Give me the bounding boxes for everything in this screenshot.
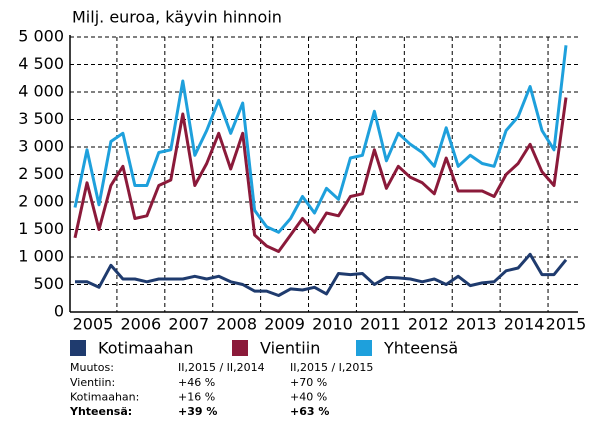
chart-title: Milj. euroa, käyvin hinnoin <box>72 8 282 27</box>
legend-swatch <box>70 340 86 356</box>
x-tick-label: 2007 <box>168 315 209 334</box>
x-tick-label: 2009 <box>264 315 305 334</box>
x-tick-label: 2013 <box>456 315 497 334</box>
table-header: II,2015 / II,2014 <box>178 361 265 374</box>
y-tick-label: 1 500 <box>18 219 64 238</box>
y-tick-label: 4 000 <box>18 82 64 101</box>
x-tick-label: 2012 <box>408 315 449 334</box>
table-cell: +40 % <box>290 391 327 404</box>
y-tick-label: 0 <box>54 302 64 321</box>
table-cell: +16 % <box>178 391 215 404</box>
y-tick-label: 2 000 <box>18 192 64 211</box>
x-tick-label: 2006 <box>121 315 162 334</box>
table-header: II,2015 / I,2015 <box>290 361 373 374</box>
legend-label: Kotimaahan <box>98 339 193 358</box>
y-tick-label: 1 000 <box>18 247 64 266</box>
table-header: Muutos: <box>70 361 114 374</box>
legend-swatch <box>232 340 248 356</box>
series-line <box>75 252 568 297</box>
x-tick-label: 2015 <box>546 315 587 334</box>
x-tick-label: 2008 <box>216 315 257 334</box>
legend-label: Vientiin <box>260 339 320 358</box>
y-tick-label: 2 500 <box>18 164 64 183</box>
x-tick-label: 2014 <box>504 315 545 334</box>
series-line <box>73 45 568 234</box>
legend-label: Yhteensä <box>383 339 458 358</box>
table-cell: Yhteensä: <box>69 405 132 418</box>
table-cell: Vientiin: <box>70 376 115 389</box>
y-tick-label: 500 <box>33 274 64 293</box>
table-cell: +63 % <box>290 405 329 418</box>
x-tick-label: 2011 <box>360 315 401 334</box>
table-cell: Kotimaahan: <box>70 391 139 404</box>
x-tick-label: 2005 <box>73 315 114 334</box>
x-tick-label: 2010 <box>312 315 353 334</box>
legend-swatch <box>356 340 372 356</box>
table-cell: +39 % <box>178 405 217 418</box>
y-tick-label: 5 000 <box>18 27 64 46</box>
y-tick-label: 3 500 <box>18 109 64 128</box>
table-cell: +70 % <box>290 376 327 389</box>
y-tick-label: 4 500 <box>18 54 64 73</box>
series-line <box>73 97 568 253</box>
y-tick-label: 3 000 <box>18 137 64 156</box>
table-cell: +46 % <box>178 376 215 389</box>
